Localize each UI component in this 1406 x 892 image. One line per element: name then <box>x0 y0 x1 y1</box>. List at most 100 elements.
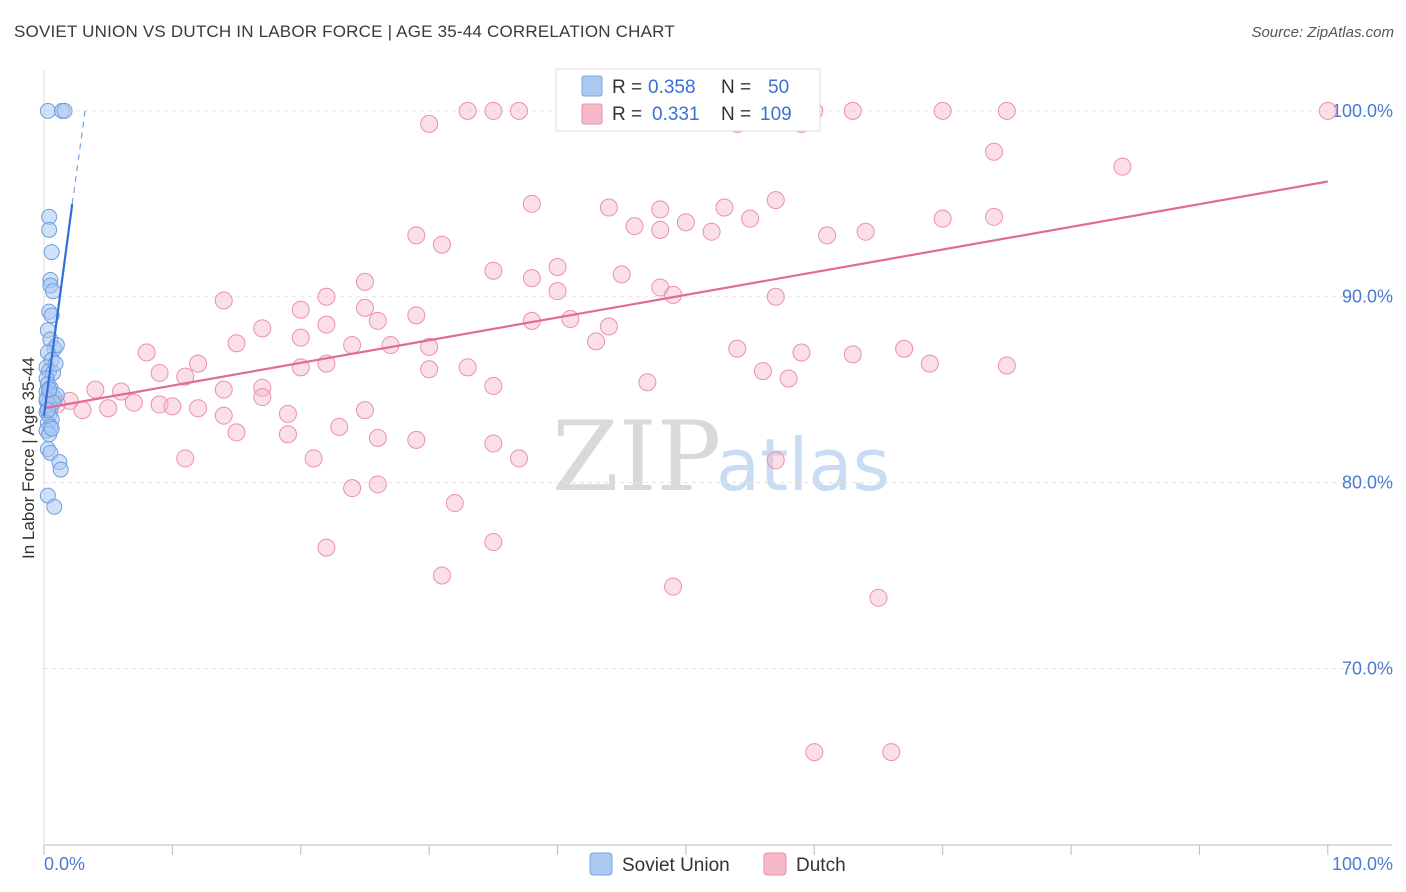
stats-legend: R = 0.358 N = 50 R = 0.331 N = 109 <box>555 68 821 132</box>
dutch-point <box>317 315 336 334</box>
dutch-point <box>997 101 1016 120</box>
dutch-point <box>766 191 785 210</box>
dutch-point <box>227 334 246 353</box>
soviet-point <box>43 307 60 324</box>
dutch-point <box>484 376 503 395</box>
dutch-point <box>1113 157 1132 176</box>
dutch-point <box>278 425 297 444</box>
dutch-point <box>869 588 888 607</box>
dutch-point <box>625 217 644 236</box>
dutch-point <box>227 423 246 442</box>
dutch-point <box>599 198 618 217</box>
dutch-point <box>920 354 939 373</box>
dutch-point <box>355 401 374 420</box>
dutch-point <box>638 373 657 392</box>
dutch-point <box>304 449 323 468</box>
dutch-point <box>510 449 529 468</box>
dutch-point <box>317 287 336 306</box>
dutch-point <box>561 310 580 329</box>
dutch-point <box>484 533 503 552</box>
dutch-point <box>933 209 952 228</box>
dutch-point <box>766 287 785 306</box>
dutch-point <box>368 428 387 447</box>
legend-swatch-soviet <box>581 75 603 97</box>
y-tick-label: 100.0% <box>1332 101 1393 121</box>
y-tick-labels: 70.0% 80.0% 90.0% 100.0% <box>1332 101 1393 679</box>
x-tick-labels: 0.0% 100.0% <box>44 854 1393 874</box>
dutch-point <box>189 354 208 373</box>
dutch-point <box>882 743 901 762</box>
dutch-point <box>445 494 464 513</box>
dutch-point <box>548 258 567 277</box>
soviet-point <box>41 221 58 238</box>
gridlines <box>44 110 1392 669</box>
dutch-point <box>548 282 567 301</box>
x-tick-label: 100.0% <box>1332 854 1393 874</box>
dutch-point <box>86 380 105 399</box>
dutch-point <box>753 362 772 381</box>
watermark: ZIP atlas <box>552 401 890 513</box>
dutch-point <box>214 291 233 310</box>
dutch-point <box>214 406 233 425</box>
dutch-point <box>407 306 426 325</box>
dutch-point <box>484 101 503 120</box>
dutch-point <box>253 388 272 407</box>
trendlines <box>42 110 1329 416</box>
soviet-point <box>46 498 63 515</box>
dutch-point <box>651 220 670 239</box>
soviet-trendline <box>42 203 74 416</box>
dutch-point <box>895 339 914 358</box>
dutch-point <box>843 345 862 364</box>
chart-title: SOVIET UNION VS DUTCH IN LABOR FORCE | A… <box>14 22 675 41</box>
soviet-point <box>43 420 60 437</box>
dutch-point <box>137 343 156 362</box>
dutch-point <box>99 399 118 418</box>
dutch-point <box>715 198 734 217</box>
dutch-point <box>291 328 310 347</box>
series-legend: Soviet Union Dutch <box>589 852 846 876</box>
dutch-point <box>355 272 374 291</box>
dutch-point <box>933 101 952 120</box>
dutch-point <box>432 235 451 254</box>
bottom-legend-swatch-soviet <box>589 852 613 876</box>
dutch-point <box>253 319 272 338</box>
dutch-point <box>176 367 195 386</box>
legend-r-label-dutch: R = <box>612 104 642 125</box>
y-tick-label: 90.0% <box>1342 287 1393 307</box>
x-tick-label: 0.0% <box>44 854 85 874</box>
dutch-point <box>368 475 387 494</box>
watermark-atlas: atlas <box>716 423 890 507</box>
dutch-point <box>330 417 349 436</box>
legend-n-label-soviet: N = <box>721 77 751 98</box>
dutch-point <box>291 300 310 319</box>
dutch-trendline <box>43 180 1329 410</box>
soviet-point <box>43 244 60 261</box>
dutch-point <box>163 397 182 416</box>
dutch-point <box>355 298 374 317</box>
dutch-point <box>368 311 387 330</box>
dutch-point <box>150 363 169 382</box>
dutch-point <box>124 393 143 412</box>
dutch-point <box>805 743 824 762</box>
bottom-legend-swatch-dutch <box>763 852 787 876</box>
dutch-point <box>843 101 862 120</box>
dutch-point <box>651 200 670 219</box>
dutch-point <box>818 226 837 245</box>
dutch-point <box>214 380 233 399</box>
bottom-legend-label-dutch: Dutch <box>796 855 846 876</box>
legend-n-label-dutch: N = <box>721 104 751 125</box>
dutch-point <box>458 358 477 377</box>
dutch-point <box>420 360 439 379</box>
dutch-point <box>278 404 297 423</box>
dutch-point <box>343 479 362 498</box>
dutch-point <box>599 317 618 336</box>
legend-r-value-soviet: 0.358 <box>648 77 696 98</box>
dutch-point <box>189 399 208 418</box>
dutch-point <box>741 209 760 228</box>
dutch-point <box>985 142 1004 161</box>
dutch-point <box>676 213 695 232</box>
soviet-point <box>52 461 69 478</box>
dutch-point <box>664 285 683 304</box>
dutch-point <box>510 101 529 120</box>
bottom-legend-label-soviet: Soviet Union <box>622 855 730 876</box>
